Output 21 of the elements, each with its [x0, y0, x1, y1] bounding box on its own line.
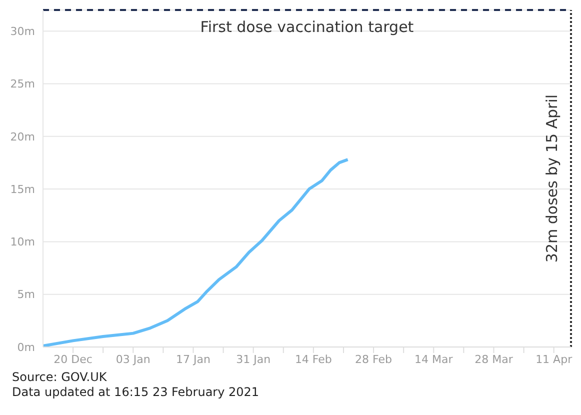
y-tick-label: 30m	[10, 24, 35, 38]
ref-line-label: 32m doses by 15 April	[543, 94, 561, 263]
y-tick-label: 15m	[10, 182, 35, 196]
text: Data updated at 16:15 23 February 2021	[12, 385, 260, 400]
x-tick-label: 20 Dec	[54, 352, 92, 366]
x-tick-label: 28 Feb	[355, 352, 392, 366]
x-tick-label: 17 Jan	[176, 352, 210, 366]
ref-line-label: First dose vaccination target	[200, 18, 414, 36]
x-tick-label: 11 Apr	[536, 352, 573, 366]
x-tick-label: 14 Feb	[294, 352, 332, 366]
source-note: Source: GOV.UK	[12, 370, 108, 385]
x-tick-label: 03 Jan	[116, 352, 150, 366]
x-tick-label: 14 Mar	[414, 352, 454, 366]
y-tick-label: 0m	[17, 340, 35, 354]
y-tick-label: 10m	[10, 236, 35, 249]
y-tick-label: 5m	[17, 288, 35, 302]
x-tick-label: 31 Jan	[236, 352, 271, 366]
y-tick-label: 25m	[10, 78, 35, 91]
x-tick-label: 28 Mar	[474, 352, 514, 366]
y-tick-label: 20m	[10, 130, 35, 144]
line-series	[43, 158, 350, 347]
